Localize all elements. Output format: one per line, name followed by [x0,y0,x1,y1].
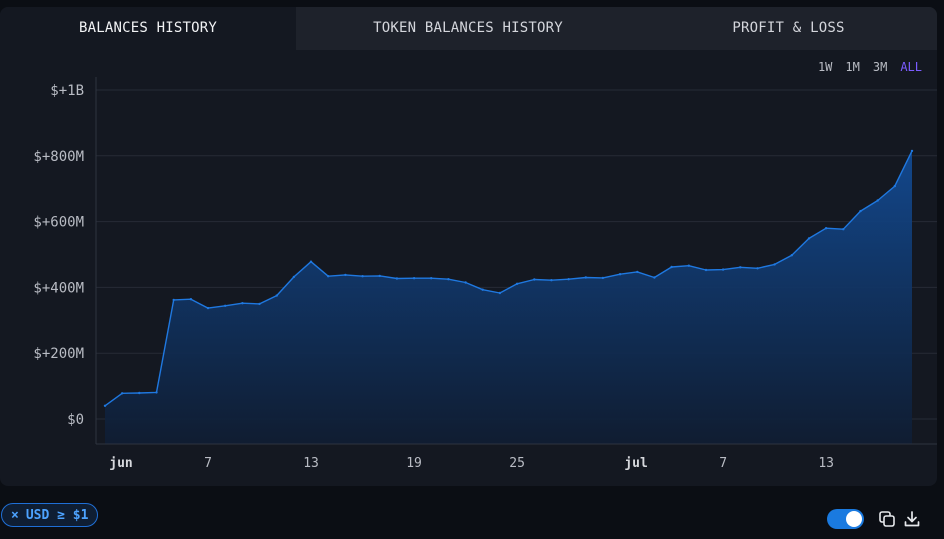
balance-data-point [859,209,862,213]
y-tick-label: $+400M [33,280,84,296]
x-tick-label: jun [109,456,132,471]
balance-data-point [842,228,845,231]
balance-data-point [756,267,759,270]
tab-balances-history[interactable]: BALANCES HISTORY [0,7,296,50]
balance-data-point [309,260,313,263]
balance-data-point [739,266,742,269]
balance-data-point [584,276,587,279]
balance-data-point [121,392,124,395]
close-icon[interactable]: × [11,507,19,523]
x-tick-label: 19 [406,456,422,471]
tab-token-balances-history[interactable]: TOKEN BALANCES HISTORY [296,7,640,50]
x-tick-label: 25 [509,456,525,471]
balance-data-point [824,227,828,230]
y-tick-label: $0 [67,412,84,428]
balance-data-point [412,277,416,280]
range-1w[interactable]: 1W [817,60,833,74]
balance-data-point [275,294,278,297]
x-tick-label: jul [624,456,647,471]
balance-data-point [172,298,175,302]
balance-data-point [258,302,261,306]
balance-data-point [292,275,296,279]
chart-toggle[interactable] [827,509,864,529]
balance-data-point [550,279,553,282]
balance-data-point [430,277,433,280]
balance-data-point [327,275,330,278]
balance-data-point [464,281,467,284]
balance-data-point [447,278,450,281]
balance-data-point [601,276,605,280]
x-tick-label: 13 [818,456,834,471]
balance-data-point [378,274,381,278]
balance-data-point [189,298,193,301]
balance-data-point [910,149,914,153]
balance-data-point [224,304,227,307]
range-all[interactable]: ALL [900,60,922,74]
balance-data-point [344,273,347,277]
download-icon[interactable] [903,510,921,528]
copy-icon[interactable] [878,510,896,528]
usd-filter-chip[interactable]: × USD ≥ $1 [1,503,99,527]
balance-data-point [206,306,210,310]
balance-data-point [876,199,879,202]
balance-data-point [498,291,502,295]
x-tick-label: 13 [303,456,319,471]
y-tick-label: $+600M [33,215,84,231]
balance-data-point [138,391,141,395]
balance-area-chart[interactable]: $0 $+200M $+400M $+600M $+800M $+1B jun 7 13 19 25… [0,7,937,486]
balance-data-point [893,184,896,188]
balance-data-point [721,268,725,271]
balance-data-point [395,277,399,280]
balance-area-fill [105,150,912,444]
balance-data-point [515,282,519,285]
balance-data-point [567,278,570,281]
y-tick-label: $+800M [33,149,84,165]
balance-data-point [790,254,793,257]
balance-data-point [704,268,708,272]
x-tick-label: 7 [719,456,727,471]
balance-data-point [653,276,656,279]
balance-series-line [104,150,913,407]
balance-data-point [687,264,690,267]
balance-data-point [636,270,639,274]
tab-bar: BALANCES HISTORY TOKEN BALANCES HISTORY … [0,7,937,50]
balances-panel: BALANCES HISTORY TOKEN BALANCES HISTORY … [0,7,937,486]
toggle-knob [846,511,862,527]
balance-data-point [361,275,364,278]
x-tick-label: 7 [204,456,212,471]
balance-data-point [773,263,776,266]
tab-profit-loss[interactable]: PROFIT & LOSS [640,7,937,50]
range-3m[interactable]: 3M [872,60,888,74]
balance-data-point [670,265,673,269]
balance-data-point [155,391,158,394]
balance-data-point [533,278,536,281]
balance-data-point [103,404,107,407]
balance-data-point [241,302,244,305]
filter-label: USD ≥ $1 [25,507,89,523]
y-tick-label: $+200M [33,346,84,362]
balance-data-point [481,288,484,291]
balance-data-point [618,273,622,276]
range-1m[interactable]: 1M [845,60,860,74]
y-tick-label: $+1B [50,83,84,99]
balance-data-point [807,237,811,240]
time-range-selector: 1W 1M 3M ALL [818,60,922,74]
